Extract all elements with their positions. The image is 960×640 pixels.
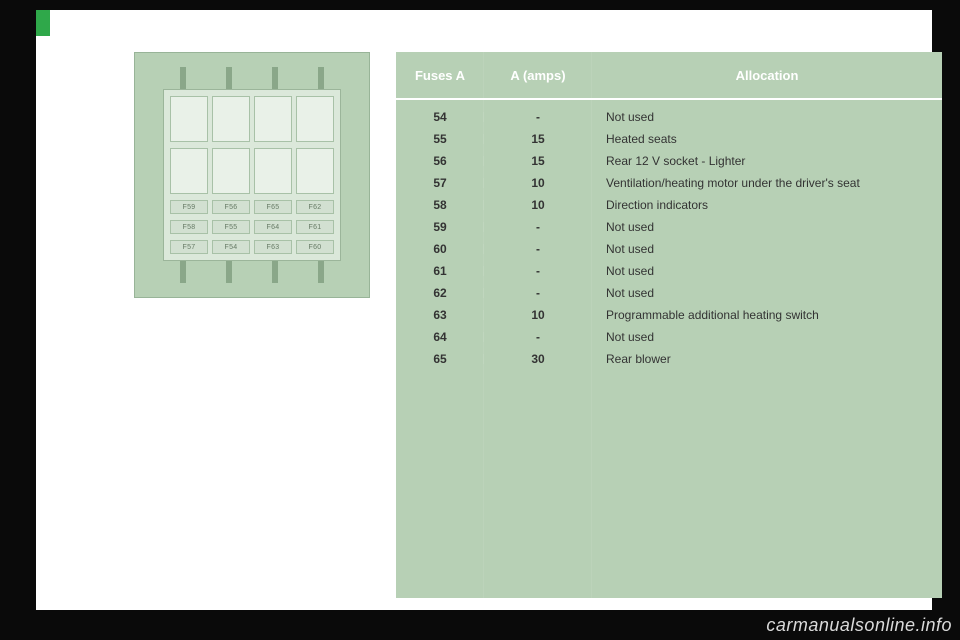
table-row: 62-Not used xyxy=(396,282,942,304)
table-body: 54-Not used5515Heated seats5615Rear 12 V… xyxy=(396,100,942,370)
fuse-row xyxy=(170,148,334,194)
fuse-diagram-inner: F59 F56 F65 F62 F58 F55 F64 F61 F57 F54 … xyxy=(149,67,355,283)
cell-amps: - xyxy=(484,264,592,278)
fuse-label: F54 xyxy=(212,240,250,254)
cell-amps: 30 xyxy=(484,352,592,366)
cell-fuse: 60 xyxy=(396,242,484,256)
fuse-label-row: F58 F55 F64 F61 xyxy=(170,220,334,234)
fuse-label: F65 xyxy=(254,200,292,214)
watermark-text: carmanualsonline.info xyxy=(766,615,952,636)
fuse-label: F60 xyxy=(296,240,334,254)
cell-fuse: 65 xyxy=(396,352,484,366)
fuse-slot xyxy=(212,148,250,194)
fuse-slot xyxy=(254,96,292,142)
table-row: 5615Rear 12 V socket - Lighter xyxy=(396,150,942,172)
fuse-slot xyxy=(170,96,208,142)
cell-fuse: 55 xyxy=(396,132,484,146)
fuse-box: F59 F56 F65 F62 F58 F55 F64 F61 F57 F54 … xyxy=(163,89,341,261)
cell-amps: - xyxy=(484,242,592,256)
cell-amps: - xyxy=(484,286,592,300)
cell-allocation: Not used xyxy=(592,110,942,124)
fuse-slot xyxy=(296,148,334,194)
bar xyxy=(180,261,186,283)
cell-allocation: Programmable additional heating switch xyxy=(592,308,942,322)
cell-amps: 10 xyxy=(484,308,592,322)
header-amps: A (amps) xyxy=(484,68,592,83)
cell-amps: - xyxy=(484,220,592,234)
cell-amps: - xyxy=(484,330,592,344)
bar xyxy=(272,261,278,283)
fuse-label: F61 xyxy=(296,220,334,234)
fuse-slot xyxy=(212,96,250,142)
table-row: 59-Not used xyxy=(396,216,942,238)
page: F59 F56 F65 F62 F58 F55 F64 F61 F57 F54 … xyxy=(36,10,932,610)
fuse-label-row: F57 F54 F63 F60 xyxy=(170,240,334,254)
bar xyxy=(226,261,232,283)
fuse-label: F58 xyxy=(170,220,208,234)
bar xyxy=(226,67,232,89)
cell-fuse: 62 xyxy=(396,286,484,300)
cell-allocation: Rear 12 V socket - Lighter xyxy=(592,154,942,168)
table-row: 54-Not used xyxy=(396,106,942,128)
fuse-label: F62 xyxy=(296,200,334,214)
cell-amps: 15 xyxy=(484,132,592,146)
cell-allocation: Not used xyxy=(592,286,942,300)
cell-amps: 10 xyxy=(484,198,592,212)
fuse-slot xyxy=(296,96,334,142)
cell-allocation: Not used xyxy=(592,220,942,234)
cell-fuse: 64 xyxy=(396,330,484,344)
cell-allocation: Not used xyxy=(592,242,942,256)
bar xyxy=(180,67,186,89)
fuse-label: F63 xyxy=(254,240,292,254)
fuse-label: F55 xyxy=(212,220,250,234)
table-row: 5810Direction indicators xyxy=(396,194,942,216)
cell-allocation: Ventilation/heating motor under the driv… xyxy=(592,176,942,190)
cell-fuse: 59 xyxy=(396,220,484,234)
bar xyxy=(272,67,278,89)
table-row: 6310Programmable additional heating swit… xyxy=(396,304,942,326)
table-row: 61-Not used xyxy=(396,260,942,282)
cell-fuse: 61 xyxy=(396,264,484,278)
cell-allocation: Heated seats xyxy=(592,132,942,146)
fuse-label: F59 xyxy=(170,200,208,214)
table-row: 5515Heated seats xyxy=(396,128,942,150)
cell-fuse: 63 xyxy=(396,308,484,322)
fuse-label-row: F59 F56 F65 F62 xyxy=(170,200,334,214)
cell-fuse: 54 xyxy=(396,110,484,124)
table-row: 64-Not used xyxy=(396,326,942,348)
table-row: 5710Ventilation/heating motor under the … xyxy=(396,172,942,194)
cell-amps: 15 xyxy=(484,154,592,168)
fuse-diagram: F59 F56 F65 F62 F58 F55 F64 F61 F57 F54 … xyxy=(134,52,370,298)
fuse-table: Fuses A A (amps) Allocation 54-Not used5… xyxy=(396,52,942,598)
fuse-label: F56 xyxy=(212,200,250,214)
cell-fuse: 58 xyxy=(396,198,484,212)
table-header: Fuses A A (amps) Allocation xyxy=(396,52,942,100)
fuse-slot xyxy=(254,148,292,194)
diagram-top-bars xyxy=(180,67,324,89)
cell-amps: - xyxy=(484,110,592,124)
fuse-row xyxy=(170,96,334,142)
section-tab xyxy=(36,10,50,36)
table-row: 60-Not used xyxy=(396,238,942,260)
fuse-label: F57 xyxy=(170,240,208,254)
cell-fuse: 56 xyxy=(396,154,484,168)
cell-fuse: 57 xyxy=(396,176,484,190)
diagram-bottom-bars xyxy=(180,261,324,283)
fuse-slot xyxy=(170,148,208,194)
cell-amps: 10 xyxy=(484,176,592,190)
cell-allocation: Rear blower xyxy=(592,352,942,366)
fuse-label: F64 xyxy=(254,220,292,234)
header-fuses: Fuses A xyxy=(396,68,484,83)
bar xyxy=(318,67,324,89)
cell-allocation: Direction indicators xyxy=(592,198,942,212)
cell-allocation: Not used xyxy=(592,264,942,278)
table-row: 6530Rear blower xyxy=(396,348,942,370)
table-divider xyxy=(591,52,592,598)
header-allocation: Allocation xyxy=(592,68,942,83)
cell-allocation: Not used xyxy=(592,330,942,344)
bar xyxy=(318,261,324,283)
